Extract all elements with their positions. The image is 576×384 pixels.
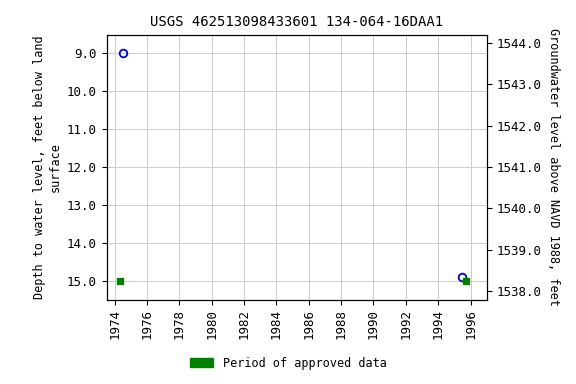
Title: USGS 462513098433601 134-064-16DAA1: USGS 462513098433601 134-064-16DAA1 [150, 15, 443, 29]
Legend: Period of approved data: Period of approved data [185, 352, 391, 374]
Y-axis label: Groundwater level above NAVD 1988, feet: Groundwater level above NAVD 1988, feet [547, 28, 560, 306]
Y-axis label: Depth to water level, feet below land
surface: Depth to water level, feet below land su… [33, 35, 61, 299]
